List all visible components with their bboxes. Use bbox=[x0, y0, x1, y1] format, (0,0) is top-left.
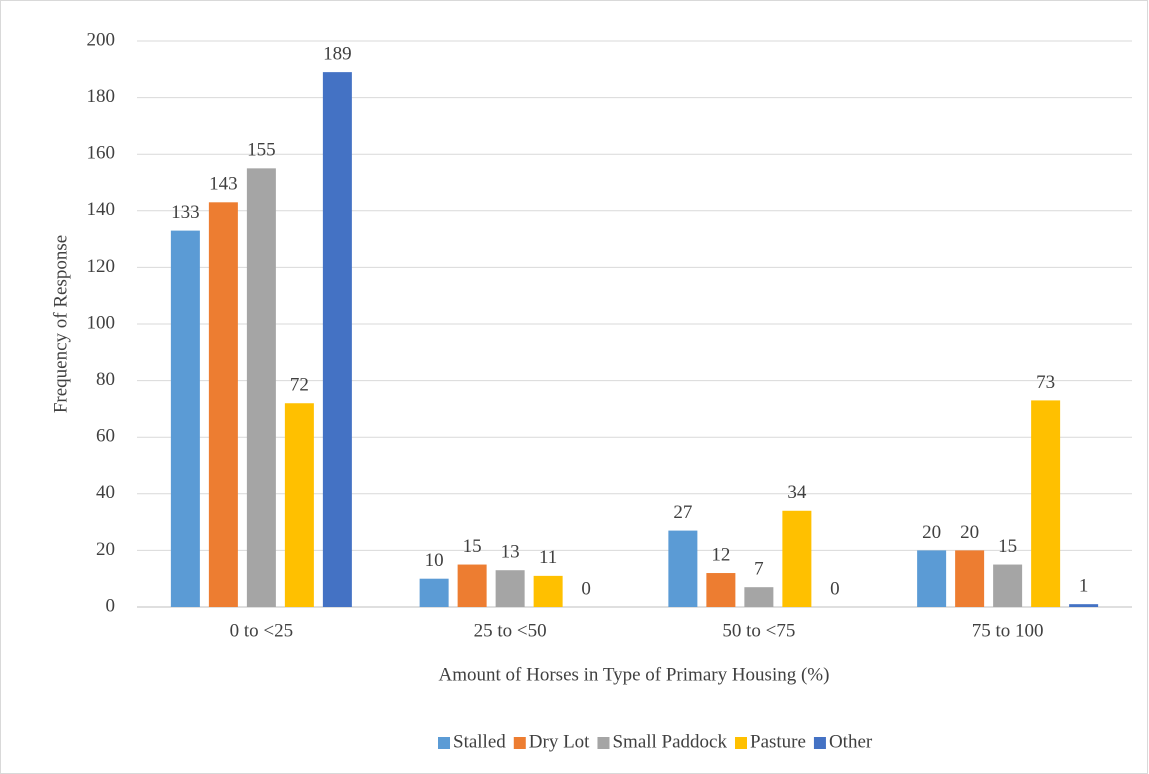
data-label: 1 bbox=[1079, 576, 1089, 597]
legend-label: Stalled bbox=[453, 731, 506, 752]
bar bbox=[170, 230, 200, 608]
legend-swatch bbox=[513, 737, 526, 749]
x-tick-label: 25 to <50 bbox=[474, 620, 547, 641]
data-label: 0 bbox=[581, 578, 591, 599]
legend-label: Other bbox=[829, 731, 873, 752]
data-label: 189 bbox=[323, 43, 352, 64]
data-label: 13 bbox=[501, 542, 520, 563]
data-label: 15 bbox=[463, 536, 482, 557]
y-tick-label: 20 bbox=[96, 539, 115, 560]
legend-label: Small Paddock bbox=[612, 731, 727, 752]
y-tick-label: 200 bbox=[87, 29, 116, 50]
y-tick-label: 80 bbox=[96, 369, 115, 390]
bar bbox=[1031, 400, 1061, 607]
y-tick-label: 40 bbox=[96, 482, 115, 503]
y-tick-label: 160 bbox=[87, 143, 116, 164]
bar bbox=[706, 573, 736, 607]
data-label: 20 bbox=[922, 522, 941, 543]
bar bbox=[955, 550, 985, 607]
data-label: 133 bbox=[171, 202, 200, 223]
bar bbox=[322, 72, 352, 607]
legend-label: Dry Lot bbox=[529, 731, 590, 752]
y-tick-label: 120 bbox=[87, 256, 116, 277]
data-label: 0 bbox=[830, 578, 840, 599]
data-label: 20 bbox=[960, 522, 979, 543]
bar bbox=[782, 510, 812, 607]
y-tick-label: 100 bbox=[87, 312, 116, 333]
bar bbox=[284, 403, 314, 607]
x-tick-label: 0 to <25 bbox=[230, 620, 294, 641]
data-label: 34 bbox=[787, 482, 807, 503]
legend-swatch bbox=[813, 737, 826, 749]
bar bbox=[744, 587, 774, 607]
bar bbox=[993, 564, 1023, 607]
x-tick-label: 75 to 100 bbox=[972, 620, 1044, 641]
bar bbox=[495, 570, 525, 607]
bar bbox=[246, 168, 276, 607]
y-tick-label: 0 bbox=[106, 595, 116, 616]
x-axis-title: Amount of Horses in Type of Primary Hous… bbox=[439, 664, 830, 685]
data-label: 10 bbox=[425, 550, 444, 571]
y-tick-label: 180 bbox=[87, 86, 116, 107]
data-label: 7 bbox=[754, 559, 764, 580]
legend-swatch bbox=[735, 737, 747, 749]
x-tick-label: 50 to <75 bbox=[722, 620, 795, 641]
legend-swatch bbox=[597, 737, 610, 749]
y-tick-label: 60 bbox=[96, 426, 115, 447]
data-label: 27 bbox=[673, 502, 692, 523]
bar bbox=[1069, 604, 1099, 607]
data-label: 11 bbox=[539, 547, 557, 568]
data-label: 143 bbox=[209, 174, 238, 195]
data-label: 12 bbox=[711, 544, 730, 565]
bar bbox=[533, 575, 563, 607]
y-axis-title: Frequency of Response bbox=[50, 235, 71, 413]
data-label: 72 bbox=[290, 375, 309, 396]
data-label: 15 bbox=[998, 536, 1017, 557]
bar bbox=[917, 550, 947, 607]
legend-swatch bbox=[438, 737, 450, 749]
data-label: 155 bbox=[247, 140, 276, 161]
bar bbox=[668, 530, 698, 607]
bar bbox=[208, 202, 238, 607]
data-label: 73 bbox=[1036, 372, 1055, 393]
legend-label: Pasture bbox=[750, 731, 806, 752]
bar bbox=[457, 564, 487, 607]
y-tick-label: 140 bbox=[87, 199, 116, 220]
bar bbox=[419, 578, 449, 607]
